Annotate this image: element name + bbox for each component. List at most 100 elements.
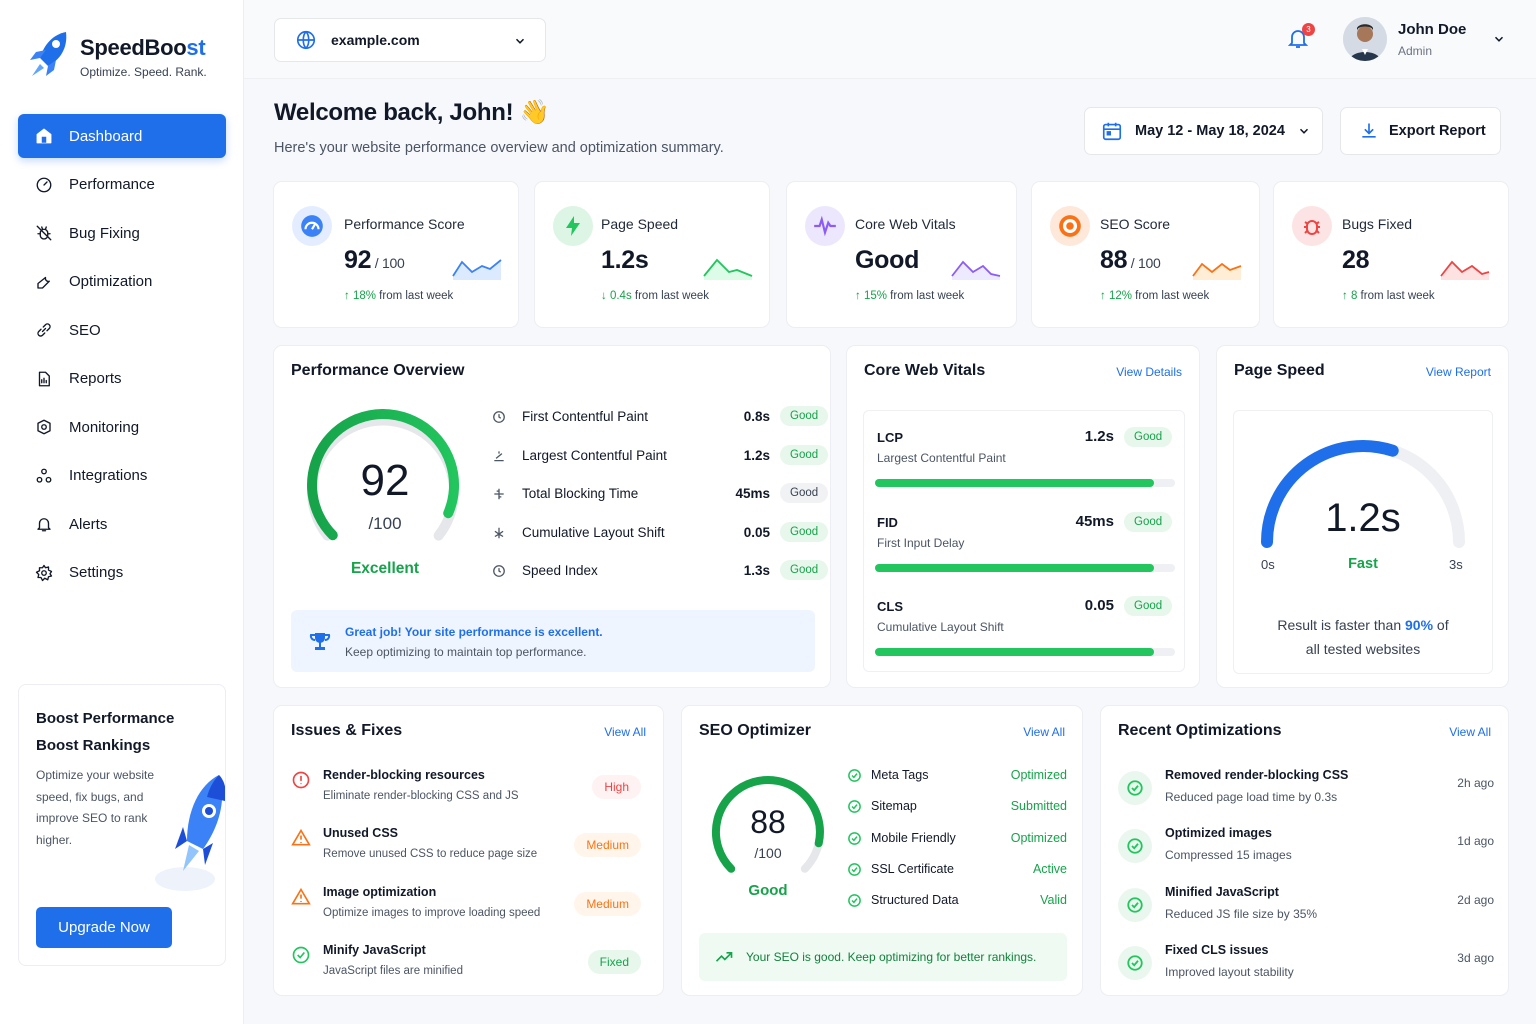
shift-icon bbox=[494, 527, 504, 539]
stat-value: Good bbox=[855, 246, 920, 274]
sidebar-item-settings[interactable]: Settings bbox=[18, 551, 226, 595]
avatar[interactable] bbox=[1343, 17, 1387, 61]
blocking-icon bbox=[494, 488, 504, 500]
stat-delta: ↑ 18% from last week bbox=[344, 290, 454, 302]
sidebar-item-seo[interactable]: SEO bbox=[18, 308, 226, 352]
wave-icon: 👋 bbox=[519, 99, 550, 126]
note-title: Great job! Your site performance is exce… bbox=[345, 625, 603, 639]
sidebar-item-label: Optimization bbox=[69, 273, 153, 290]
view-all-link[interactable]: View All bbox=[1023, 725, 1065, 739]
metric-row-cls: Cumulative Layout Shift 0.05 Good bbox=[492, 522, 829, 543]
item-time: 1d ago bbox=[1457, 834, 1494, 848]
calendar-icon bbox=[1102, 122, 1122, 141]
issue-title: Image optimization bbox=[323, 885, 437, 899]
sidebar-item-alerts[interactable]: Alerts bbox=[18, 502, 226, 546]
seo-check-row: SSL Certificate Active bbox=[847, 860, 1067, 880]
list-item[interactable]: Minified JavaScript Reduced JS file size… bbox=[1118, 885, 1494, 929]
sidebar-item-optimization[interactable]: Optimization bbox=[18, 260, 226, 304]
user-role: Admin bbox=[1398, 44, 1433, 58]
sparkline-orange bbox=[1192, 262, 1242, 280]
list-item[interactable]: Fixed CLS issues Improved layout stabili… bbox=[1118, 943, 1494, 987]
status-badge: Fixed bbox=[587, 950, 641, 974]
view-report-link[interactable]: View Report bbox=[1425, 365, 1491, 379]
seo-check-name: Sitemap bbox=[871, 799, 917, 813]
rocket-illustration-icon bbox=[155, 775, 225, 891]
item-subtitle: Reduced page load time by 0.3s bbox=[1165, 790, 1338, 804]
view-all-link[interactable]: View All bbox=[1449, 725, 1491, 739]
sparkline-green bbox=[703, 258, 753, 280]
item-title: Optimized images bbox=[1165, 826, 1272, 840]
sidebar-item-label: Alerts bbox=[69, 515, 108, 533]
gauge-icon bbox=[36, 177, 52, 192]
core-web-vitals-card: Core Web Vitals View Details LCP Largest… bbox=[846, 345, 1200, 688]
sidebar-item-integrations[interactable]: Integrations bbox=[18, 454, 226, 498]
sparkline-blue bbox=[452, 259, 502, 280]
metric-value: 0.05 bbox=[743, 525, 770, 540]
notifications-button[interactable]: 3 bbox=[1286, 23, 1315, 52]
issue-item[interactable]: Render-blocking resources Eliminate rend… bbox=[291, 768, 641, 808]
sidebar-item-label: Settings bbox=[69, 564, 124, 581]
date-range-picker[interactable]: May 12 - May 18, 2024 bbox=[1084, 107, 1323, 155]
note-text: Keep optimizing to maintain top performa… bbox=[345, 645, 587, 659]
score-value: 92 bbox=[360, 456, 410, 505]
list-item[interactable]: Removed render-blocking CSS Reduced page… bbox=[1118, 768, 1494, 812]
stat-label: SEO Score bbox=[1100, 216, 1171, 232]
cwv-code: CLS bbox=[877, 599, 903, 614]
card-title: Recent Optimizations bbox=[1118, 722, 1282, 739]
metric-row-lcp: Largest Contentful Paint 1.2s Good bbox=[492, 445, 829, 466]
check-circle-icon bbox=[1118, 771, 1152, 805]
cwv-name: First Input Delay bbox=[877, 536, 965, 550]
sidebar-item-label: Integrations bbox=[69, 467, 148, 484]
stat-card-bugs-fixed[interactable]: Bugs Fixed 28 ↑ 8 from last week bbox=[1273, 181, 1509, 328]
view-all-link[interactable]: View All bbox=[604, 725, 646, 739]
stat-card-core-web-vitals[interactable]: Core Web Vitals Good ↑ 15% from last wee… bbox=[786, 181, 1017, 328]
view-details-link[interactable]: View Details bbox=[1116, 365, 1182, 379]
export-report-button[interactable]: Export Report bbox=[1340, 107, 1501, 155]
gear-icon bbox=[35, 564, 53, 581]
seo-check-row: Meta Tags Optimized bbox=[847, 766, 1067, 786]
rocket-logo-icon bbox=[30, 32, 67, 76]
domain-selector[interactable]: example.com bbox=[274, 18, 546, 62]
page-speed-value: 1.2s bbox=[1325, 496, 1401, 540]
date-range-value: May 12 - May 18, 2024 bbox=[1135, 123, 1285, 139]
issue-item[interactable]: Unused CSS Remove unused CSS to reduce p… bbox=[291, 826, 641, 866]
check-circle-icon bbox=[848, 863, 861, 876]
sidebar-item-bug-fixing[interactable]: Bug Fixing bbox=[18, 211, 226, 255]
chevron-down-icon[interactable] bbox=[1492, 32, 1506, 46]
page-speed-card: Page Speed View Report 1.2s 0s Fast 3s R… bbox=[1216, 345, 1509, 688]
item-time: 2d ago bbox=[1457, 893, 1494, 907]
stat-card-performance-score[interactable]: Performance Score 92 / 100 ↑ 18% from la… bbox=[273, 181, 519, 328]
sidebar-item-monitoring[interactable]: Monitoring bbox=[18, 405, 226, 449]
cwv-row-fid: FID First Input Delay 45ms Good bbox=[864, 496, 1186, 580]
sidebar-item-label: Bug Fixing bbox=[69, 224, 140, 242]
metric-name: Speed Index bbox=[522, 563, 598, 578]
issues-fixes-card: Issues & Fixes View All Render-blocking … bbox=[273, 705, 664, 996]
issue-item[interactable]: Minify JavaScript JavaScript files are m… bbox=[291, 943, 641, 983]
stat-card-seo-score[interactable]: SEO Score 88 / 100 ↑ 12% from last week bbox=[1031, 181, 1260, 328]
stat-card-page-speed[interactable]: Page Speed 1.2s ↓ 0.4s from last week bbox=[534, 181, 770, 328]
issue-item[interactable]: Image optimization Optimize images to im… bbox=[291, 885, 641, 925]
status-badge: Good bbox=[780, 560, 829, 580]
status-badge: Good bbox=[1124, 596, 1173, 616]
metric-row-speed-index: Speed Index 1.3s Good bbox=[492, 560, 829, 581]
check-circle-icon bbox=[1118, 946, 1152, 980]
seo-check-status: Active bbox=[1032, 862, 1067, 876]
app-name: SpeedBoost bbox=[80, 35, 206, 60]
sidebar-item-label: Dashboard bbox=[69, 127, 143, 145]
upgrade-now-button[interactable]: Upgrade Now bbox=[36, 907, 172, 948]
sparkline-red bbox=[1440, 260, 1490, 280]
seo-check-status: Optimized bbox=[1010, 831, 1067, 845]
sidebar-item-reports[interactable]: Reports bbox=[18, 357, 226, 401]
sidebar-item-dashboard[interactable]: Dashboard bbox=[18, 114, 226, 158]
sidebar-item-performance[interactable]: Performance bbox=[18, 163, 226, 207]
score-max: /100 bbox=[368, 514, 402, 533]
list-item[interactable]: Optimized images Compressed 15 images 1d… bbox=[1118, 826, 1494, 870]
issue-title: Render-blocking resources bbox=[323, 768, 485, 782]
cwv-bar-fill bbox=[875, 564, 1154, 572]
cwv-name: Cumulative Layout Shift bbox=[877, 620, 1004, 634]
logo[interactable]: SpeedBoost Optimize. Speed. Rank. bbox=[26, 30, 207, 84]
stat-label: Page Speed bbox=[601, 216, 679, 232]
page-speed-result: Result is faster than 90% of all tested w… bbox=[1277, 617, 1449, 657]
home-icon bbox=[36, 128, 52, 144]
check-circle-icon bbox=[848, 800, 861, 813]
